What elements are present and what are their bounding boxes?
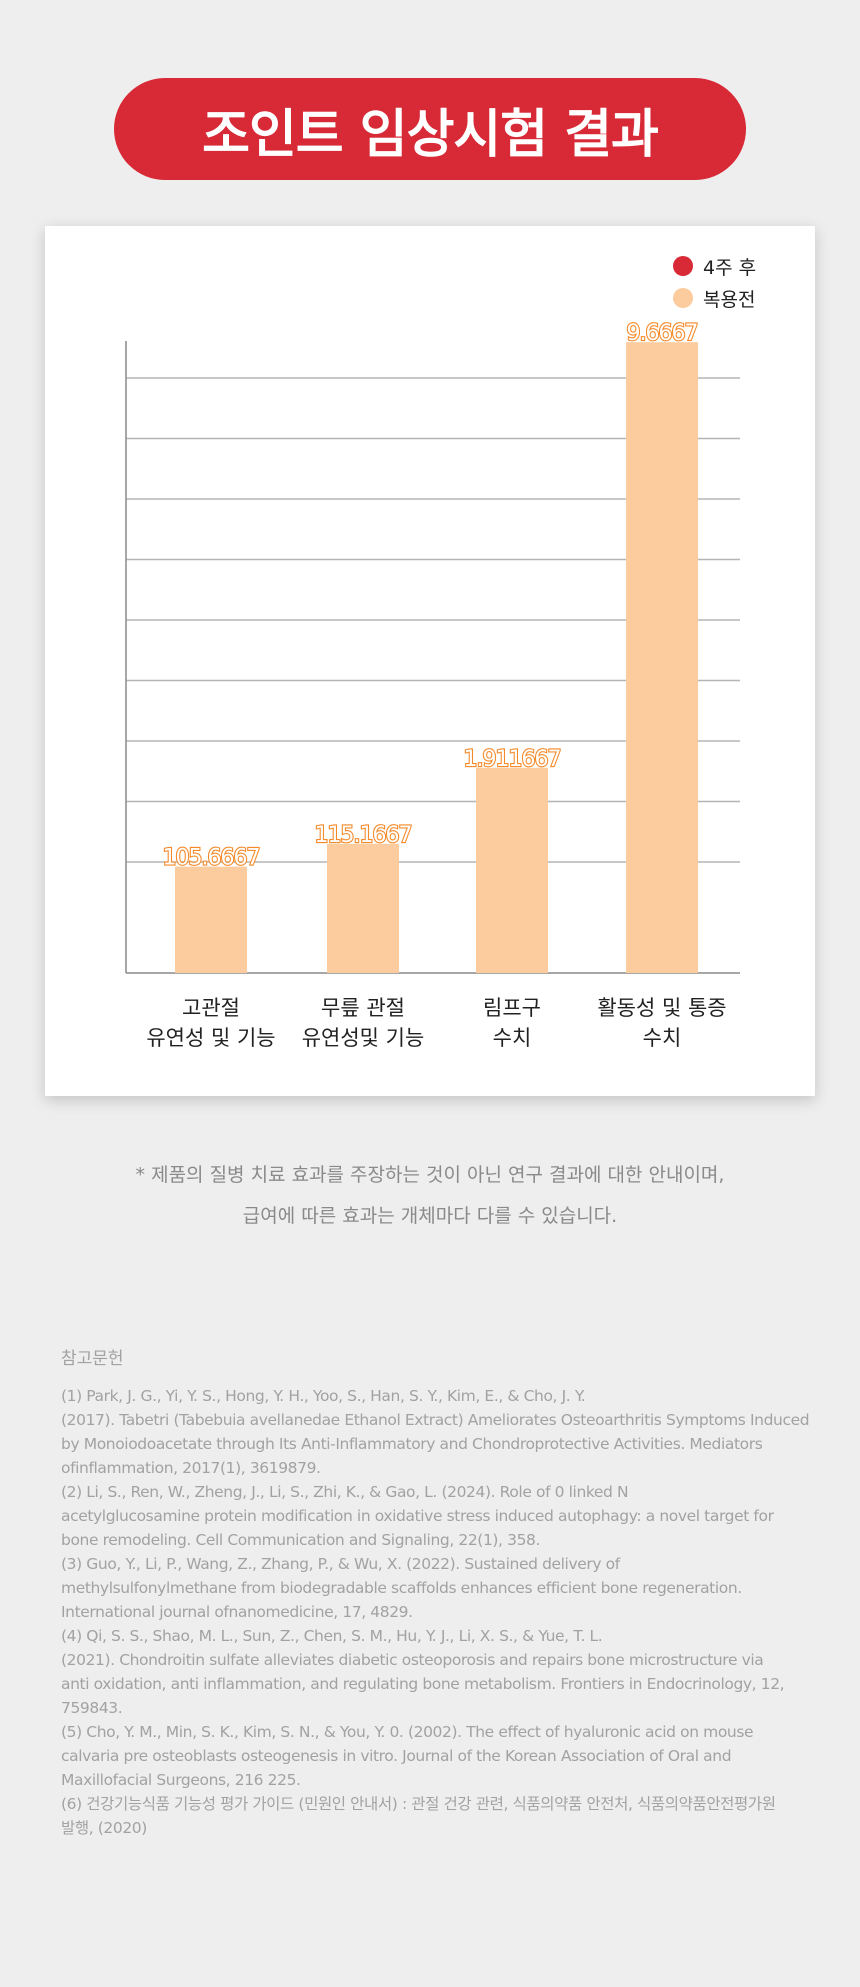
references-list: (1) Park, J. G., Yi, Y. S., Hong, Y. H.,… — [61, 1384, 821, 1840]
reference-line: Maxillofacial Surgeons, 216 225. — [61, 1771, 301, 1789]
reference-line: (4) Qi, S. S., Shao, M. L., Sun, Z., Che… — [61, 1627, 603, 1645]
category-label: 유연성 및 기능 — [146, 1026, 275, 1050]
data-label: 115.1667 — [315, 823, 412, 848]
category-label: 활동성 및 통증 — [597, 996, 726, 1020]
bar — [175, 866, 247, 973]
reference-line: methylsulfonylmethane from biodegradable… — [61, 1579, 742, 1597]
legend-label-after: 4주 후 — [703, 256, 757, 279]
legend-swatch-after — [673, 256, 693, 276]
references: 참고문헌 (1) Park, J. G., Yi, Y. S., Hong, Y… — [61, 1344, 821, 1840]
reference-line: (2017). Tabetri (Tabebuia avellanedae Et… — [61, 1411, 810, 1429]
category-label: 수치 — [643, 1026, 682, 1050]
reference-line: 759843. — [61, 1699, 123, 1717]
references-title: 참고문헌 — [61, 1349, 124, 1369]
category-label: 유연성및 기능 — [302, 1026, 425, 1050]
category-label: 고관절 — [182, 996, 240, 1020]
chart-legend: 4주 후 복용전 — [673, 250, 756, 314]
disclaimer-line-2: 급여에 따른 효과는 개체마다 다를 수 있습니다. — [242, 1205, 618, 1227]
reference-line: (2021). Chondroitin sulfate alleviates d… — [61, 1651, 764, 1669]
bar — [327, 843, 399, 973]
legend-swatch-before — [673, 288, 693, 308]
reference-line: (1) Park, J. G., Yi, Y. S., Hong, Y. H.,… — [61, 1387, 586, 1405]
reference-line: (3) Guo, Y., Li, P., Wang, Z., Zhang, P.… — [61, 1555, 620, 1573]
legend-label-before: 복용전 — [703, 288, 756, 311]
disclaimer-line-1: * 제품의 질병 치료 효과를 주장하는 것이 아닌 연구 결과에 대한 안내이… — [135, 1164, 725, 1186]
data-label: 105.6667 — [163, 846, 260, 871]
bar — [476, 767, 548, 973]
category-label: 무릎 관절 — [321, 996, 405, 1020]
reference-line: ofinflammation, 2017(1), 3619879. — [61, 1459, 321, 1477]
bar — [626, 342, 698, 973]
category-label: 수치 — [493, 1026, 532, 1050]
reference-line: (6) 건강기능식품 기능성 평가 가이드 (민원인 안내서) : 관절 건강 … — [61, 1795, 776, 1813]
reference-line: International journal ofnanomedicine, 17… — [61, 1603, 413, 1621]
reference-line: acetylglucosamine protein modification i… — [61, 1507, 774, 1525]
category-label: 림프구 — [483, 996, 541, 1020]
page-title: 조인트 임상시험 결과 — [202, 104, 659, 165]
legend-item-after: 4주 후 — [673, 250, 756, 282]
reference-line: anti oxidation, anti inflammation, and r… — [61, 1675, 785, 1693]
legend-item-before: 복용전 — [673, 282, 756, 314]
reference-line: by Monoiodoacetate through Its Anti-Infl… — [61, 1435, 763, 1453]
reference-line: (5) Cho, Y. M., Min, S. K., Kim, S. N., … — [61, 1723, 754, 1741]
reference-line: (2) Li, S., Ren, W., Zheng, J., Li, S., … — [61, 1483, 629, 1501]
data-label: 1.911667 — [464, 747, 561, 772]
data-label: 9.6667 — [627, 321, 698, 346]
reference-line: bone remodeling. Cell Communication and … — [61, 1531, 541, 1549]
title-banner: 조인트 임상시험 결과 — [114, 78, 746, 180]
reference-line: 발행, (2020) — [61, 1819, 147, 1837]
reference-line: calvaria pre osteoblasts osteogenesis in… — [61, 1747, 732, 1765]
